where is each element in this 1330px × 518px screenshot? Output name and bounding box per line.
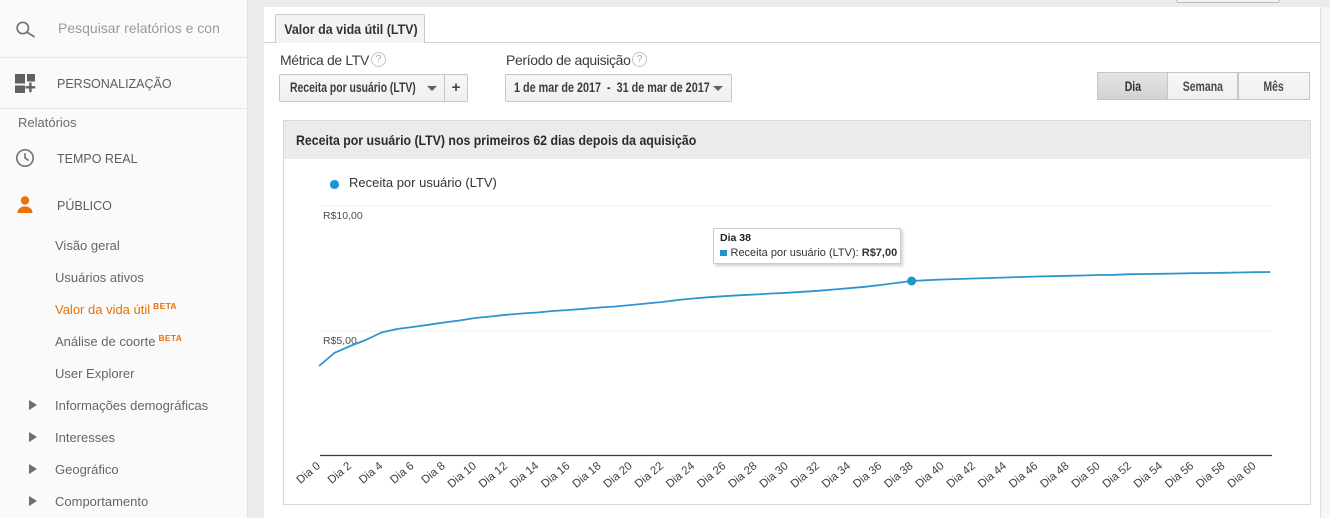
- svg-text:Dia 4: Dia 4: [357, 460, 386, 487]
- svg-text:Dia 48: Dia 48: [1038, 460, 1071, 491]
- svg-text:Dia 20: Dia 20: [602, 460, 635, 491]
- svg-text:Dia 60: Dia 60: [1225, 460, 1258, 491]
- svg-text:Dia 36: Dia 36: [851, 460, 884, 491]
- svg-text:Dia 34: Dia 34: [820, 460, 854, 491]
- svg-text:Dia 54: Dia 54: [1132, 460, 1166, 491]
- svg-text:Dia 58: Dia 58: [1194, 460, 1227, 491]
- svg-text:R$5,00: R$5,00: [323, 335, 357, 347]
- svg-text:Dia 38: Dia 38: [882, 460, 915, 491]
- svg-text:Dia 22: Dia 22: [633, 460, 666, 491]
- svg-text:Dia 28: Dia 28: [726, 460, 759, 491]
- svg-text:Dia 30: Dia 30: [758, 460, 791, 491]
- svg-text:Dia 32: Dia 32: [789, 460, 822, 491]
- svg-text:Dia 42: Dia 42: [945, 460, 978, 491]
- svg-text:Dia 56: Dia 56: [1163, 460, 1196, 491]
- svg-text:Dia 16: Dia 16: [539, 460, 572, 491]
- svg-text:Dia 6: Dia 6: [388, 460, 416, 486]
- svg-text:Dia 18: Dia 18: [570, 460, 603, 491]
- svg-text:R$10,00: R$10,00: [323, 210, 363, 222]
- svg-text:Dia 46: Dia 46: [1007, 460, 1040, 491]
- svg-text:Dia 12: Dia 12: [477, 460, 510, 491]
- svg-text:Dia 14: Dia 14: [508, 460, 542, 491]
- svg-text:Dia 50: Dia 50: [1070, 460, 1103, 491]
- svg-text:Dia 0: Dia 0: [295, 460, 323, 486]
- svg-text:Dia 52: Dia 52: [1101, 460, 1134, 491]
- svg-text:Dia 26: Dia 26: [695, 460, 728, 491]
- svg-text:Dia 2: Dia 2: [326, 460, 354, 486]
- svg-text:Dia 40: Dia 40: [914, 460, 947, 491]
- svg-text:Dia 10: Dia 10: [446, 460, 479, 491]
- svg-text:Dia 44: Dia 44: [976, 460, 1010, 491]
- svg-text:Dia 24: Dia 24: [664, 460, 698, 491]
- svg-text:Dia 8: Dia 8: [419, 460, 447, 486]
